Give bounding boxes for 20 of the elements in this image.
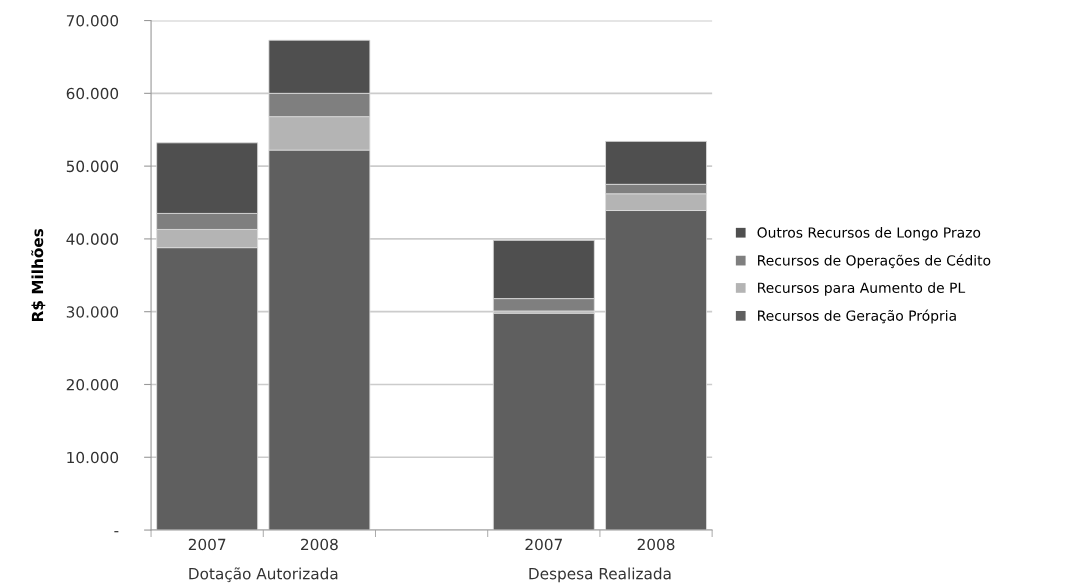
y-tick-label: 10.000 [67,451,119,464]
text: Dotação Autorizada [189,567,338,583]
x-tick-label: 2007 [525,538,562,551]
y-tick-label: 30.000 [66,306,119,318]
legend-label: Recursos para Aumento de PL [758,282,966,296]
bar [492,312,595,531]
y-axis-title: R$ Milhões [31,228,46,322]
y-tick-label: - [114,531,119,533]
text: Despesa Realizada [529,567,671,583]
legend-label: Recursos de Geração Própria [758,309,956,324]
x-tick-label: 2007 [188,538,226,551]
y-tick-label: 40.000 [66,233,119,245]
y-tick-label: 50.000 [66,160,119,173]
y-tick-label: 60.000 [66,87,119,100]
legend-label: Outros Recursos de Longo Prazo [757,227,981,241]
y-tick-label: 20.000 [66,378,119,391]
x-tick-label: 2008 [637,538,675,551]
x-tick-label: 2008 [301,538,338,551]
legend-label: Recursos de Operações de Cédito [758,254,991,269]
y-tick-label: 70.000 [66,15,119,27]
